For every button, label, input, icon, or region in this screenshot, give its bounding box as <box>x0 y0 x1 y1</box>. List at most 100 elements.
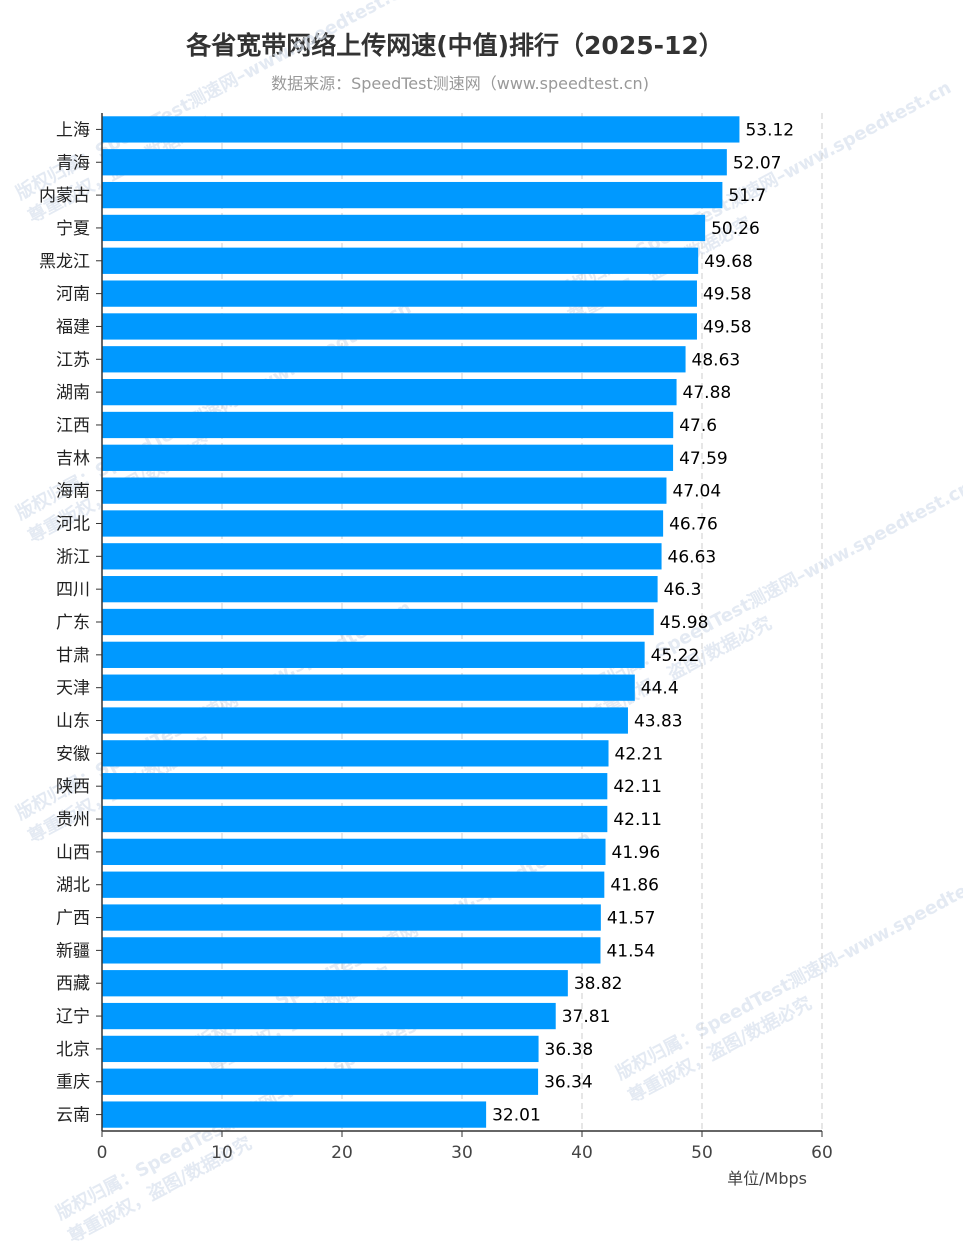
category-label: 吉林 <box>56 449 90 469</box>
category-label: 内蒙古 <box>39 186 90 206</box>
bar <box>102 149 727 176</box>
category-label: 天津 <box>56 679 90 699</box>
bar <box>102 181 723 209</box>
x-tick-label: 50 <box>691 1143 713 1163</box>
value-label: 53.12 <box>745 120 794 140</box>
category-label: 山西 <box>56 843 90 863</box>
category-label: 安徽 <box>56 744 90 764</box>
category-label: 北京 <box>56 1040 90 1060</box>
category-label: 广东 <box>56 613 90 633</box>
category-label: 宁夏 <box>56 219 90 239</box>
value-label: 45.98 <box>660 613 709 633</box>
category-label: 广西 <box>56 909 90 929</box>
category-label: 山东 <box>56 712 90 732</box>
watermark-line: 版权归属：SpeedTest测速网–www.speedtest.cn <box>612 856 963 1084</box>
value-label: 47.04 <box>672 482 721 502</box>
bar <box>102 608 654 636</box>
bar <box>102 805 608 833</box>
bar <box>102 838 606 866</box>
value-label: 43.83 <box>634 712 683 732</box>
category-label: 浙江 <box>56 547 90 567</box>
value-label: 48.63 <box>692 350 741 370</box>
category-label: 上海 <box>56 120 90 140</box>
value-label: 37.81 <box>562 1007 611 1027</box>
value-label: 42.11 <box>613 777 662 797</box>
bars: 53.12 上海 52.07 青海 51.7 内蒙古 50.26 宁夏 49.68 黑龙江 49.5… <box>39 116 794 1128</box>
value-label: 32.01 <box>492 1106 541 1126</box>
value-label: 47.88 <box>683 383 732 403</box>
category-label: 四川 <box>56 580 90 600</box>
bar <box>102 970 568 997</box>
value-label: 46.63 <box>668 547 717 567</box>
category-label: 黑龙江 <box>39 252 90 272</box>
value-label: 45.22 <box>651 646 700 666</box>
bar <box>102 313 697 340</box>
value-label: 41.86 <box>610 876 659 896</box>
bar <box>102 214 706 242</box>
x-tick-label: 60 <box>811 1143 833 1163</box>
axes: 0 10 20 30 40 50 60 <box>97 113 833 1163</box>
value-label: 42.21 <box>615 744 664 764</box>
category-label: 重庆 <box>56 1073 90 1093</box>
bar <box>102 280 697 307</box>
value-label: 36.34 <box>544 1073 593 1093</box>
value-label: 49.58 <box>703 317 752 337</box>
value-label: 50.26 <box>711 219 760 239</box>
value-label: 44.4 <box>641 679 679 699</box>
chart-title: 各省宽带网络上传网速(中值)排行（2025-12） <box>186 31 724 60</box>
chart-subtitle: 数据来源：SpeedTest测速网（www.speedtest.cn) <box>271 74 649 93</box>
x-tick-label: 40 <box>571 1143 593 1163</box>
bar <box>102 247 699 274</box>
category-label: 辽宁 <box>56 1007 90 1027</box>
x-tick-label: 30 <box>451 1143 473 1163</box>
bar <box>102 641 645 668</box>
value-label: 36.38 <box>545 1040 594 1060</box>
x-tick-label: 20 <box>331 1143 353 1163</box>
bar <box>102 871 605 898</box>
category-label: 甘肃 <box>56 646 90 666</box>
x-tick-label: 0 <box>97 1143 108 1163</box>
category-label: 福建 <box>56 317 90 337</box>
bar <box>102 1002 556 1030</box>
value-label: 49.68 <box>704 252 753 272</box>
bar <box>102 576 658 603</box>
category-label: 江苏 <box>56 350 90 370</box>
value-label: 51.7 <box>728 186 766 206</box>
value-label: 41.57 <box>607 909 656 929</box>
bar <box>102 904 601 931</box>
bar <box>102 674 635 701</box>
bar <box>102 1035 539 1063</box>
value-label: 47.6 <box>679 416 717 436</box>
bar <box>102 773 608 800</box>
category-label: 河南 <box>56 285 90 305</box>
value-label: 41.54 <box>606 941 655 961</box>
bar <box>102 937 601 964</box>
category-label: 陕西 <box>56 777 90 797</box>
bar <box>102 707 628 734</box>
category-label: 江西 <box>56 416 90 436</box>
category-label: 青海 <box>56 153 90 173</box>
bar <box>102 510 664 537</box>
bar <box>102 740 609 767</box>
watermark: 版权归属：SpeedTest测速网–www.speedtest.cn尊重版权，盗… <box>612 856 963 1107</box>
value-label: 52.07 <box>733 153 782 173</box>
value-label: 46.3 <box>664 580 702 600</box>
value-label: 47.59 <box>679 449 728 469</box>
category-label: 海南 <box>56 482 90 502</box>
category-label: 新疆 <box>56 941 90 961</box>
value-label: 46.76 <box>669 514 718 534</box>
bar <box>102 116 740 143</box>
value-label: 42.11 <box>613 810 662 830</box>
bar <box>102 477 667 504</box>
category-label: 贵州 <box>56 810 90 830</box>
x-tick-label: 10 <box>211 1143 233 1163</box>
category-label: 云南 <box>56 1106 90 1126</box>
bar <box>102 543 662 570</box>
bar <box>102 378 677 406</box>
value-label: 49.58 <box>703 285 752 305</box>
unit-label: 单位/Mbps <box>727 1169 807 1188</box>
bar <box>102 1068 539 1095</box>
value-label: 38.82 <box>574 974 623 994</box>
value-label: 41.96 <box>612 843 661 863</box>
